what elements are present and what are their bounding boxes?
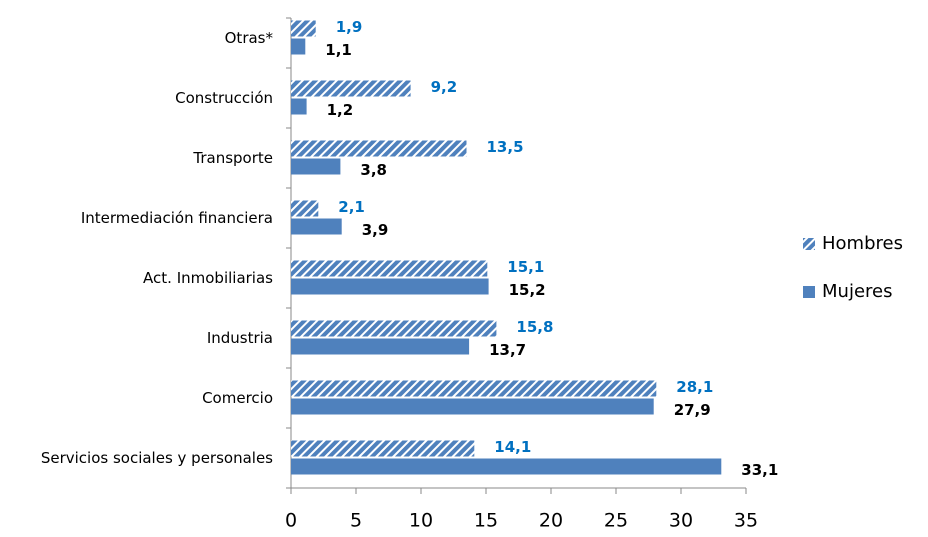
value-label: 27,9	[674, 401, 711, 419]
bar	[291, 218, 342, 235]
x-tick-label: 5	[350, 510, 362, 532]
y-tick-label: Servicios sociales y personales	[41, 449, 273, 467]
value-label: 3,8	[360, 161, 387, 179]
bar	[291, 38, 306, 55]
x-tick-label: 20	[539, 510, 563, 532]
bar	[291, 278, 489, 295]
bar	[291, 200, 319, 217]
bar	[291, 440, 475, 457]
value-label: 13,7	[489, 341, 526, 359]
y-tick-label: Intermediación financiera	[81, 209, 273, 227]
y-tick-label: Comercio	[202, 389, 273, 407]
y-tick-label: Act. Inmobiliarias	[143, 269, 273, 287]
value-label: 33,1	[741, 461, 778, 479]
y-tick-label: Industria	[207, 329, 273, 347]
legend-label: Mujeres	[822, 281, 892, 302]
value-label: 14,1	[494, 438, 531, 456]
x-tick-label: 25	[604, 510, 628, 532]
bar	[291, 260, 488, 277]
y-tick-label: Otras*	[225, 29, 274, 47]
value-label: 1,2	[327, 101, 354, 119]
value-label: 1,9	[336, 18, 363, 36]
legend-label: Hombres	[822, 233, 903, 254]
value-label: 13,5	[487, 138, 524, 156]
value-label: 28,1	[676, 378, 713, 396]
bar	[291, 458, 722, 475]
x-tick-label: 35	[734, 510, 758, 532]
bar	[291, 320, 497, 337]
bar	[291, 140, 467, 157]
value-label: 15,8	[516, 318, 553, 336]
bar	[291, 380, 657, 397]
bar	[291, 20, 316, 37]
value-label: 15,2	[509, 281, 546, 299]
bar	[291, 158, 341, 175]
value-label: 2,1	[338, 198, 365, 216]
legend-swatch	[803, 238, 815, 250]
value-label: 15,1	[507, 258, 544, 276]
value-label: 3,9	[362, 221, 389, 239]
y-tick-label: Construcción	[175, 89, 273, 107]
bar	[291, 398, 654, 415]
value-label: 9,2	[431, 78, 458, 96]
y-tick-label: Transporte	[192, 149, 273, 167]
bar	[291, 80, 411, 97]
bar	[291, 338, 470, 355]
bar	[291, 98, 307, 115]
legend-swatch	[803, 286, 815, 298]
x-tick-label: 30	[669, 510, 693, 532]
value-label: 1,1	[325, 41, 352, 59]
x-tick-label: 0	[285, 510, 297, 532]
x-tick-label: 10	[409, 510, 433, 532]
x-tick-label: 15	[474, 510, 498, 532]
